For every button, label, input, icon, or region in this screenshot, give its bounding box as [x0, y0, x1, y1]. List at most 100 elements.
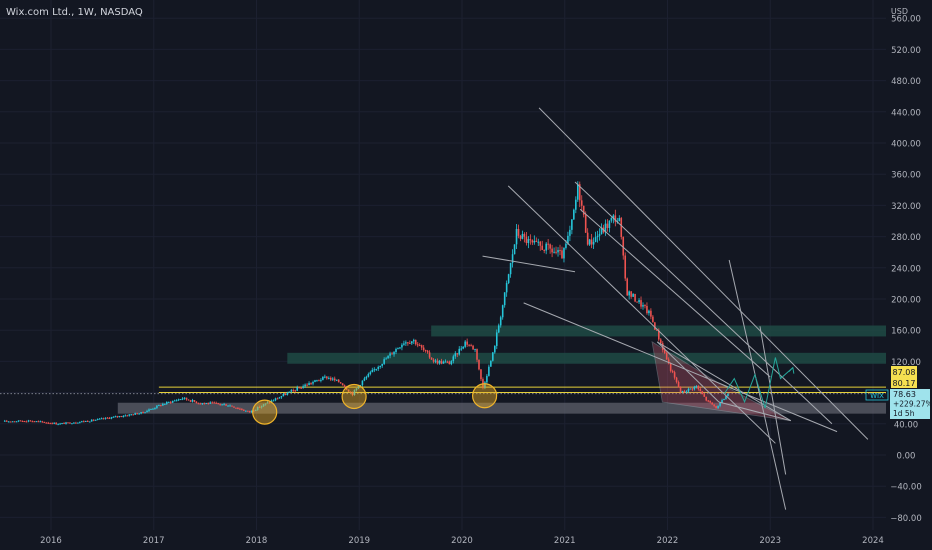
candle-body: [142, 412, 144, 414]
candle-body: [235, 407, 237, 409]
candle-body: [407, 342, 409, 344]
candle-body: [146, 410, 148, 413]
candle-body: [685, 391, 688, 393]
candle-body: [543, 249, 545, 251]
projection-arrowhead: [788, 366, 795, 374]
candle-body: [614, 215, 617, 222]
candle-body: [521, 233, 524, 239]
candle-body: [531, 240, 534, 243]
candle-body: [51, 423, 53, 425]
candle-body: [699, 389, 702, 392]
candle-body: [57, 424, 59, 426]
candle-body: [673, 372, 676, 378]
candle-body: [233, 406, 235, 408]
candle-body: [452, 356, 455, 362]
x-tick-label: 2023: [759, 536, 781, 546]
candle-body: [578, 184, 581, 201]
candle-body: [634, 294, 636, 302]
candle-body: [630, 291, 632, 297]
candle-body: [128, 414, 131, 416]
candle-body: [53, 422, 55, 424]
candle-body: [13, 421, 16, 423]
candle-body: [175, 400, 178, 402]
candle-body: [507, 274, 510, 284]
candle-body: [713, 404, 715, 407]
candle-body: [310, 383, 312, 385]
candle-body: [683, 390, 686, 392]
candle-body: [96, 418, 99, 420]
candle-body: [665, 352, 668, 360]
candle-body: [622, 236, 625, 256]
candle-body: [148, 409, 150, 411]
candle-body: [549, 244, 551, 249]
candle-body: [703, 394, 706, 397]
candle-body: [169, 401, 172, 403]
candle-body: [227, 405, 229, 407]
candle-body: [195, 401, 198, 404]
candle-body: [418, 345, 421, 347]
candle-body: [349, 391, 352, 393]
candle-body: [426, 350, 429, 353]
candle-body: [280, 396, 283, 398]
candle-body: [628, 291, 630, 296]
symbol-tag-bg: [865, 389, 889, 401]
candle-body: [705, 396, 708, 401]
trendline: [538, 107, 869, 440]
last-price-value: 78.63: [893, 390, 916, 399]
candle-body: [501, 305, 504, 318]
candle-body: [642, 305, 644, 307]
candle-body: [606, 223, 609, 228]
candle-body: [640, 300, 642, 307]
y-tick-label: 480.00: [891, 77, 921, 87]
candle-body: [727, 394, 729, 397]
candle-body: [39, 421, 42, 423]
candle-body: [47, 422, 50, 424]
candle-body: [397, 348, 399, 350]
candle-body: [318, 380, 320, 382]
candle-body: [693, 386, 696, 390]
candle-body: [434, 360, 437, 362]
candle-body: [644, 305, 646, 307]
candle-body: [592, 241, 595, 245]
candle-body: [436, 360, 439, 364]
candle-body: [100, 418, 103, 420]
candle-body: [108, 417, 111, 419]
candle-body: [474, 349, 476, 351]
candle-body: [569, 229, 571, 236]
candle-body: [661, 343, 664, 350]
candle-body: [322, 376, 324, 380]
candle-body: [243, 409, 245, 411]
candle-body: [300, 387, 302, 389]
candle-body: [229, 405, 231, 407]
candle-body: [106, 417, 109, 419]
price-label-bg: [891, 377, 917, 388]
candle-body: [61, 423, 63, 425]
candle-body: [335, 379, 338, 381]
candle-body: [677, 381, 680, 388]
candle-body: [205, 402, 208, 404]
candle-body: [448, 361, 451, 365]
candle-body: [409, 342, 411, 344]
candle-body: [122, 416, 125, 418]
candle-body: [412, 339, 415, 342]
time-axis[interactable]: 2016 2017 2018 2019 2020 2021 2022 2023 2024: [40, 536, 884, 546]
candle-body: [337, 379, 340, 383]
candle-body: [422, 347, 425, 351]
trendlines: [482, 107, 869, 510]
candle-body: [527, 239, 530, 244]
candle-body: [547, 243, 549, 245]
candle-body: [624, 255, 627, 279]
candle-body: [586, 232, 589, 245]
candle-body: [446, 361, 449, 363]
candle-body: [462, 346, 464, 349]
candle-body: [333, 378, 336, 381]
candle-body: [357, 386, 360, 389]
candle-body: [262, 404, 265, 407]
highlighted-lows: [252, 383, 498, 425]
candle-body: [264, 403, 267, 405]
candle-body: [7, 421, 10, 423]
trendline: [656, 341, 720, 403]
candle-body: [3, 420, 6, 422]
price-axis[interactable]: 560.00 520.00 480.00 440.00 400.00 360.00 320.…: [890, 15, 921, 524]
candle-body: [450, 361, 453, 365]
